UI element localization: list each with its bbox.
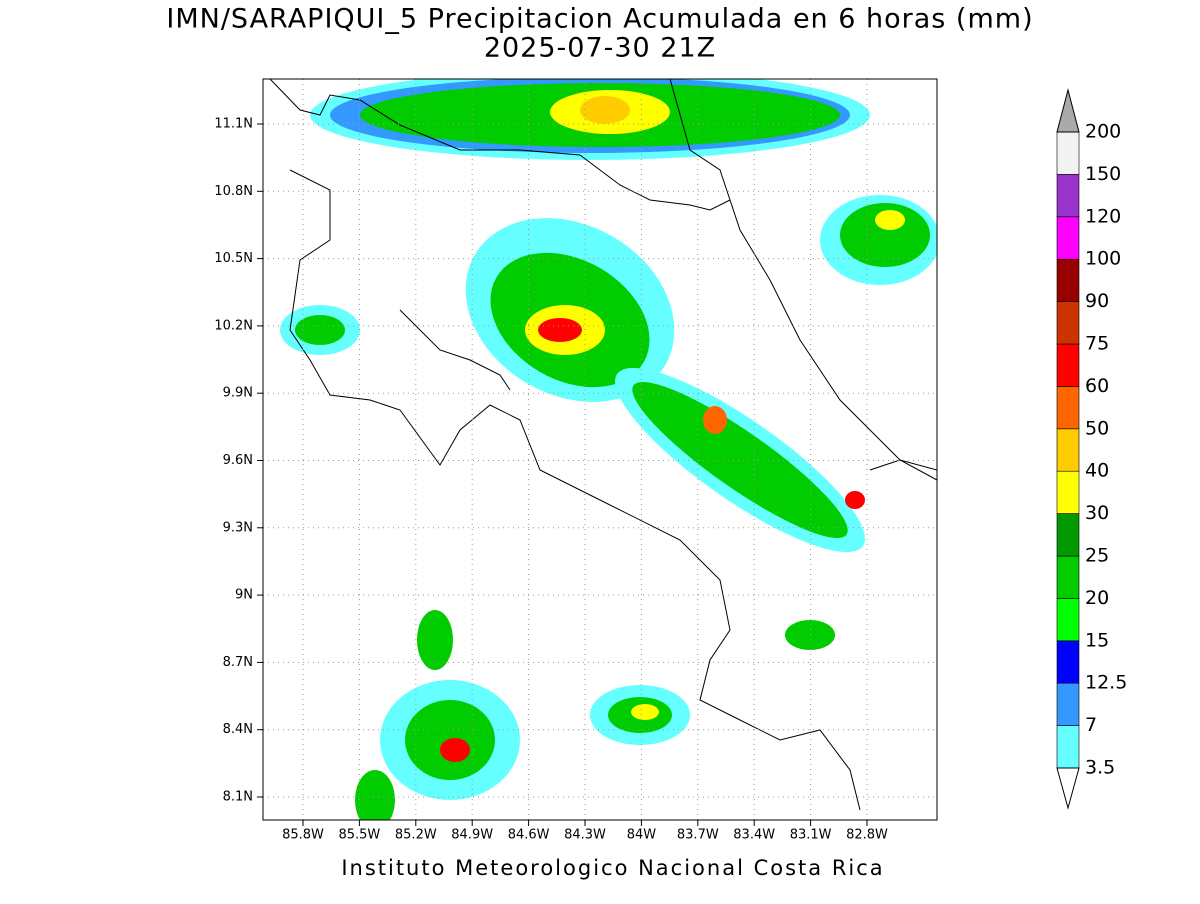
colorbar-label: 12.5 xyxy=(1085,672,1127,694)
precip-fields xyxy=(280,79,937,820)
lon-tick-label: 84W xyxy=(627,828,657,843)
grid: 11.1N 10.8N 10.5N 10.2N 9.9N 9.6N 9.3N 9N 8.7N 8.… xyxy=(214,79,937,843)
colorbar-band xyxy=(1056,513,1080,557)
lat-tick-label: 8.4N xyxy=(223,722,253,737)
colorbar-over xyxy=(1056,88,1080,133)
colorbar-band xyxy=(1056,555,1080,599)
lon-tick-label: 84.3W xyxy=(564,828,606,843)
lat-tick-label: 9.6N xyxy=(223,453,253,468)
colorbar-label: 75 xyxy=(1085,333,1109,355)
colorbar-band xyxy=(1056,174,1080,218)
lon-tick-label: 82.8W xyxy=(846,828,888,843)
lat-tick-label: 8.7N xyxy=(223,655,253,670)
colorbar-band xyxy=(1056,386,1080,430)
lat-tick-label: 10.8N xyxy=(214,184,253,199)
colorbar-label: 120 xyxy=(1085,205,1121,227)
footer: Instituto Meteorologico Nacional Costa R… xyxy=(341,856,884,880)
colorbar-label: 40 xyxy=(1085,460,1109,482)
colorbar-band xyxy=(1056,343,1080,387)
colorbar-band xyxy=(1056,640,1080,684)
lat-tick-label: 10.2N xyxy=(214,318,253,333)
lat-tick-label: 9.9N xyxy=(223,386,253,401)
lat-tick-label: 10.5N xyxy=(214,251,253,266)
colorbar-band xyxy=(1056,301,1080,345)
map-frame xyxy=(262,78,938,821)
colorbar-band xyxy=(1056,470,1080,514)
colorbar-label: 30 xyxy=(1085,502,1109,524)
map-area xyxy=(269,79,937,820)
colorbar-band xyxy=(1056,258,1080,302)
lon-tick-label: 84.9W xyxy=(451,828,493,843)
colorbar-band xyxy=(1056,682,1080,726)
colorbar-band xyxy=(1056,216,1080,260)
colorbar-band xyxy=(1056,725,1080,769)
colorbar-label: 200 xyxy=(1085,121,1121,143)
lat-tick-label: 11.1N xyxy=(214,117,253,132)
colorbar-label: 20 xyxy=(1085,587,1109,609)
lon-tick-label: 85.5W xyxy=(338,828,380,843)
colorbar-label: 100 xyxy=(1085,248,1121,270)
title: IMN/SARAPIQUI_5 Precipitacion Acumulada … xyxy=(166,4,1033,35)
lat-tick-label: 9N xyxy=(235,588,253,603)
coastline xyxy=(269,79,937,811)
lon-tick-label: 83.1W xyxy=(790,828,832,843)
lat-tick-label: 8.1N xyxy=(223,790,253,805)
colorbar-label: 60 xyxy=(1085,375,1109,397)
colorbar-label: 7 xyxy=(1085,714,1097,736)
colorbar-label: 25 xyxy=(1085,545,1109,567)
lon-tick-label: 83.7W xyxy=(677,828,719,843)
colorbar-label: 50 xyxy=(1085,417,1109,439)
colorbar-label: 90 xyxy=(1085,290,1109,312)
lon-tick-label: 85.8W xyxy=(282,828,324,843)
colorbar-band xyxy=(1056,598,1080,642)
lon-tick-label: 85.2W xyxy=(395,828,437,843)
lat-tick-label: 9.3N xyxy=(223,520,253,535)
colorbar: 3.5 7 12.5 15 20 25 30 40 50 60 75 90 100 120 150 200 xyxy=(1056,88,1127,810)
colorbar-label: 150 xyxy=(1085,163,1121,185)
colorbar-label: 3.5 xyxy=(1085,757,1115,779)
subtitle: 2025-07-30 21Z xyxy=(484,33,716,64)
colorbar-band xyxy=(1056,131,1080,175)
colorbar-band xyxy=(1056,428,1080,472)
colorbar-under xyxy=(1056,767,1080,810)
lon-tick-label: 83.4W xyxy=(733,828,775,843)
lon-tick-label: 84.6W xyxy=(508,828,550,843)
colorbar-label: 15 xyxy=(1085,629,1109,651)
